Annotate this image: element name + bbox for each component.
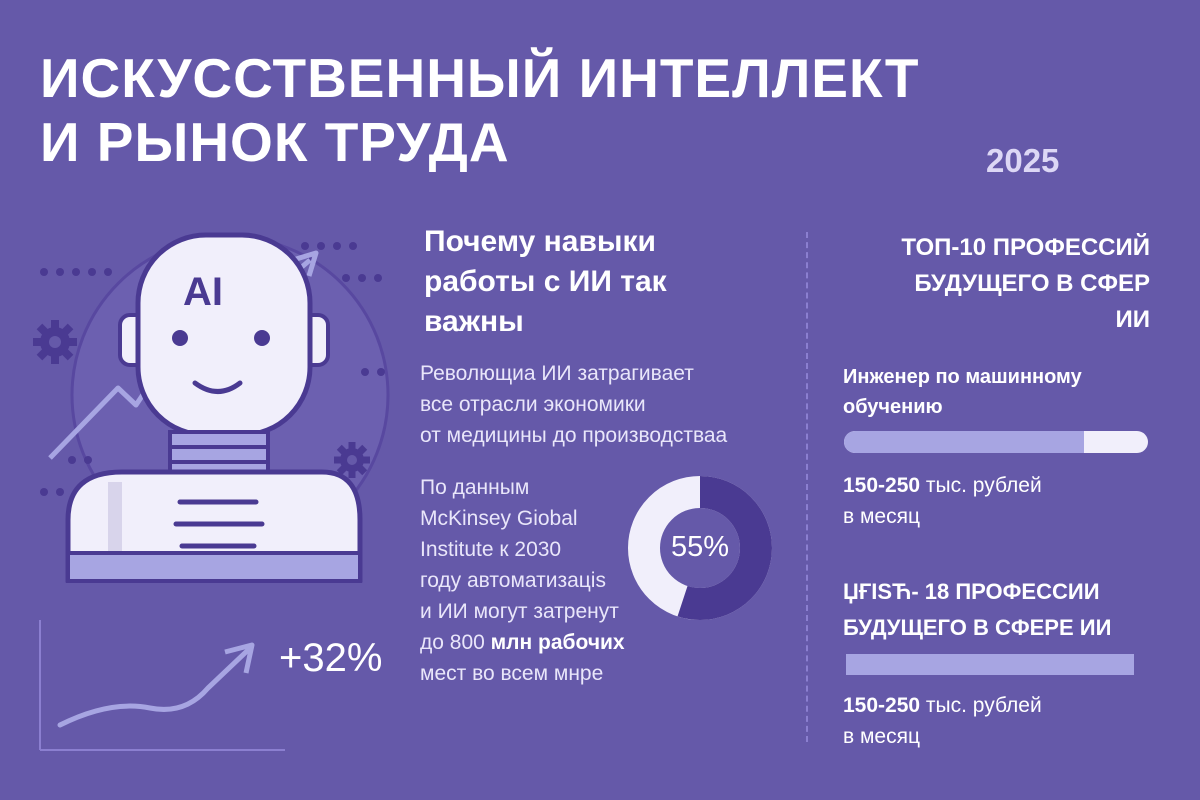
- paragraph-line: McKinsey Giobal: [420, 507, 578, 530]
- section-heading-why: Почему навыки работы с ИИ так важны: [424, 222, 667, 342]
- heading-line: БУДУЩЕГО В СФЕР: [914, 270, 1150, 297]
- year-label: 2025: [986, 142, 1060, 179]
- salary-bar-fill: [844, 431, 1085, 453]
- donut-label: 55%: [670, 531, 730, 563]
- paragraph-line: от медицины до производстваа: [420, 424, 728, 447]
- robot-eye-right: [254, 330, 270, 346]
- donut-chart: [628, 476, 772, 620]
- trend-arrow-head: [292, 250, 319, 277]
- section-heading-top10: ТОП-10 ПРОФЕССИЙ БУДУЩЕГО В СФЕР ИИ: [810, 230, 1150, 338]
- growth-label: +32%: [279, 636, 383, 680]
- heading-line: Почему навыки: [424, 225, 656, 258]
- salary-range: 150-250: [843, 474, 921, 497]
- salary-bar-fill: [846, 654, 1134, 675]
- robot-eye-left: [172, 330, 188, 346]
- gear-icon: [33, 320, 77, 364]
- salary-period: в месяц: [843, 505, 921, 528]
- paragraph-line: По данным: [420, 476, 530, 499]
- robot-head-text: AI: [183, 270, 223, 314]
- column-divider: [806, 232, 808, 742]
- paragraph-line: все отрасли экономики: [420, 393, 646, 416]
- section-heading-professions: ЏҒІSЋ- 18 ПРОФЕССИИ БУДУЩЕГО В СФЕРЕ ИИ: [843, 574, 1111, 646]
- salary-1: 150-250 тыс. рублей в месяц: [843, 470, 1042, 532]
- paragraph-line: до 800 млн рабочих: [420, 627, 625, 658]
- salary-range: 150-250: [843, 694, 921, 717]
- salary-unit: тыс. рублей: [920, 694, 1042, 717]
- heading-line: ЏҒІSЋ- 18 ПРОФЕССИИ: [843, 579, 1100, 604]
- job-title-line: обучению: [843, 396, 943, 418]
- robot-base: [66, 551, 362, 583]
- salary-period: в месяц: [843, 725, 921, 748]
- heading-line: ТОП-10 ПРОФЕССИЙ: [901, 234, 1150, 261]
- salary-line: 150-250 тыс. рублей: [843, 690, 1042, 721]
- page-title: ИСКУССТВЕННЫЙ ИНТЕЛЛЕКТ И РЫНОК ТРУДА: [40, 46, 920, 174]
- paragraph-line: мест во всем мнре: [420, 662, 604, 685]
- donut-arc: [628, 476, 772, 620]
- heading-line: БУДУЩЕГО В СФЕРЕ ИИ: [843, 615, 1112, 640]
- paragraph-line: и ИИ могут затренут: [420, 600, 619, 623]
- salary-unit: тыс. рублей: [920, 474, 1042, 497]
- salary-bar-1: [844, 431, 1148, 453]
- title-line-2: И РЫНОК ТРУДА: [40, 111, 510, 173]
- paragraph-line: году автоматизацis: [420, 569, 606, 592]
- paragraph-line: Револющиа ИИ затрагивает: [420, 362, 694, 385]
- paragraph-bold-text: млн рабочих: [490, 631, 625, 654]
- heading-line: важны: [424, 305, 524, 338]
- heading-line: работы с ИИ так: [424, 265, 667, 298]
- title-line-1: ИСКУССТВЕННЫЙ ИНТЕЛЛЕКТ: [40, 47, 920, 109]
- robot-smile: [192, 380, 243, 394]
- robot-head: [135, 232, 313, 438]
- paragraph-text: до 800: [420, 631, 491, 654]
- paragraph-mckinsey: По данным McKinsey Giobal Institute к 20…: [420, 472, 625, 689]
- dots-decoration: [40, 242, 385, 496]
- gear-icon: [334, 442, 370, 478]
- growth-arrow: [57, 647, 251, 728]
- robot-illustration: AI: [33, 232, 390, 751]
- growth-arrow-head: [224, 642, 255, 674]
- paragraph-line: Institute к 2030: [420, 538, 562, 561]
- salary-bar-2: [846, 654, 1134, 675]
- heading-line: ИИ: [1115, 306, 1151, 333]
- salary-2: 150-250 тыс. рублей в месяц: [843, 690, 1042, 752]
- salary-line: 150-250 тыс. рублей: [843, 470, 1042, 501]
- paragraph-revolution: Револющиа ИИ затрагивает все отрасли эко…: [420, 358, 727, 451]
- job-title-line: Инженер по машинному: [843, 366, 1082, 388]
- robot-neck: [168, 430, 270, 478]
- job-title: Инженер по машинному обучению: [843, 362, 1082, 422]
